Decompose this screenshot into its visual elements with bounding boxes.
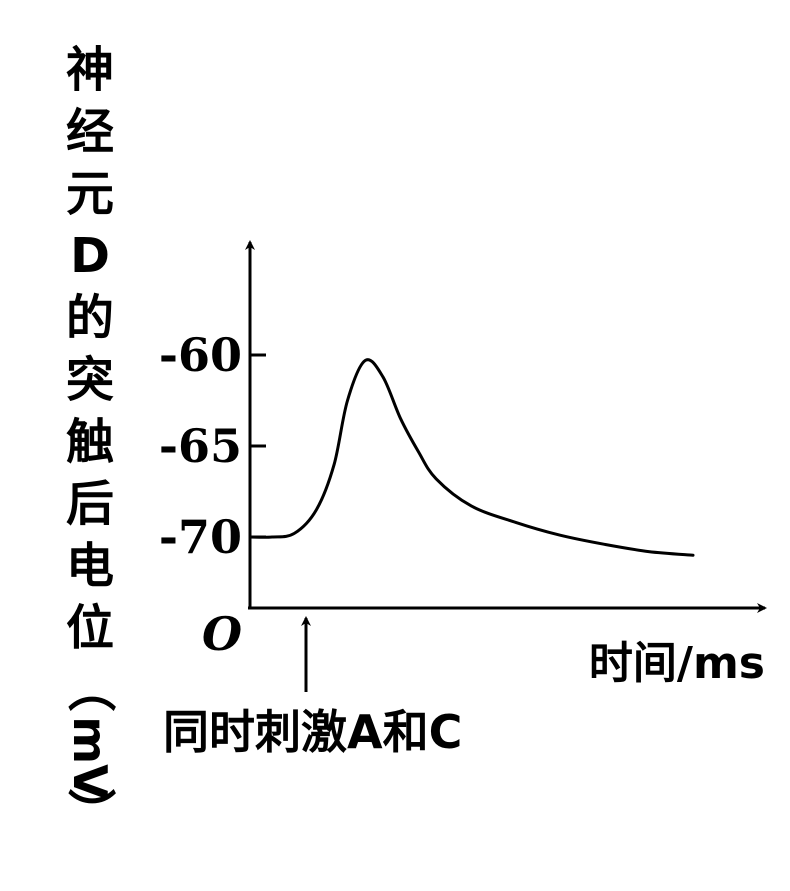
y-axis-label-char: 电 <box>66 538 114 594</box>
y-axis-label-char: （ <box>62 664 118 712</box>
y-axis-label-char: ） <box>62 788 118 836</box>
x-axis-label: 时间/ms <box>589 638 765 689</box>
y-axis-label-char: 神 <box>66 42 114 98</box>
y-axis-label-char: 元 <box>66 166 114 222</box>
y-axis-label-char: 的 <box>66 290 114 346</box>
origin-label: O <box>202 607 242 661</box>
y-axis-label-char: 突 <box>66 352 114 408</box>
y-tick-label: -60 <box>159 328 242 382</box>
stimulus-label: 同时刺激A和C <box>163 705 462 759</box>
y-axis-label-char: mV <box>63 716 117 800</box>
y-axis-label-char: D <box>70 228 110 284</box>
y-axis-label-char: 经 <box>66 104 114 160</box>
y-tick-label: -65 <box>159 419 242 473</box>
y-axis-label-char: 触 <box>66 414 114 470</box>
y-tick-label: -70 <box>159 510 242 564</box>
y-axis-label-char: 后 <box>66 476 114 532</box>
potential-curve <box>248 358 695 557</box>
y-axis-label-char: 位 <box>66 600 114 656</box>
